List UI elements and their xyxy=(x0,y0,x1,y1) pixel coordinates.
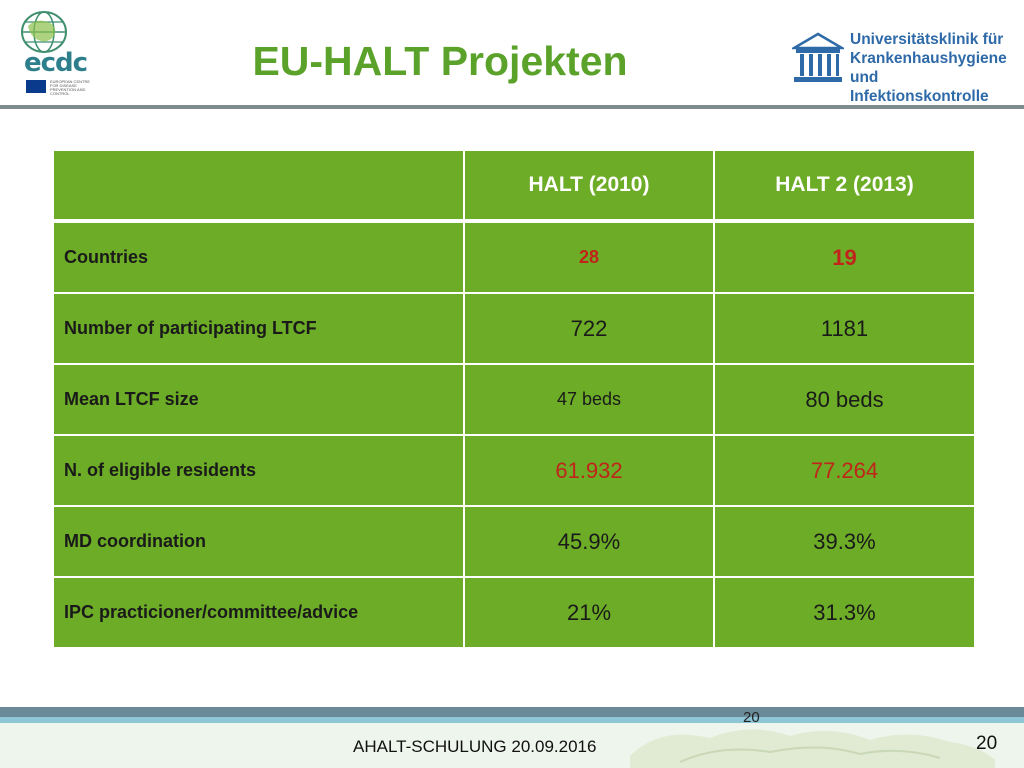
cell-halt-2010: 47 beds xyxy=(463,363,715,436)
university-name: Universitätsklinik für Krankenhaushygien… xyxy=(850,30,1012,106)
ecdc-wordmark: ecdc xyxy=(24,48,88,78)
header-cell-halt-2010: HALT (2010) xyxy=(463,149,715,223)
row-label: Countries xyxy=(52,220,465,294)
cell-halt-2010: 45.9% xyxy=(463,505,715,578)
university-name-line: Krankenhaushygiene xyxy=(850,50,1007,67)
table-row: N. of eligible residents 61.932 77.264 xyxy=(52,434,976,507)
building-columns-icon xyxy=(792,32,844,82)
page-number-small: 20 xyxy=(743,709,760,726)
cell-halt-2013: 1181 xyxy=(713,292,976,365)
cell-halt-2013: 31.3% xyxy=(713,576,976,649)
table-row: MD coordination 45.9% 39.3% xyxy=(52,505,976,578)
university-name-line: und Infektionskontrolle xyxy=(850,69,989,105)
row-label: MD coordination xyxy=(52,505,465,578)
cell-halt-2013: 77.264 xyxy=(713,434,976,507)
ecdc-logo: ecdc EUROPEAN CENTRE FOR DISEASE PREVENT… xyxy=(8,10,98,96)
cell-halt-2013: 19 xyxy=(713,220,976,294)
globe-icon xyxy=(21,11,67,53)
cell-halt-2010: 28 xyxy=(463,220,715,294)
cell-halt-2013: 39.3% xyxy=(713,505,976,578)
table-row: Number of participating LTCF 722 1181 xyxy=(52,292,976,365)
row-label: Number of participating LTCF xyxy=(52,292,465,365)
header-cell-empty xyxy=(52,149,465,223)
footer-text: AHALT-SCHULUNG 20.09.2016 xyxy=(353,737,597,756)
ecdc-tagline: EUROPEAN CENTRE FOR DISEASE PREVENTION A… xyxy=(50,79,91,96)
cell-halt-2010: 61.932 xyxy=(463,434,715,507)
table-row: IPC practicioner/committee/advice 21% 31… xyxy=(52,576,976,649)
header-divider xyxy=(0,105,1024,109)
table-row: Countries 28 19 xyxy=(52,220,976,294)
footer-band xyxy=(0,707,1024,717)
university-logo: Universitätsklinik für Krankenhaushygien… xyxy=(792,30,1012,105)
page-number: 20 xyxy=(976,733,998,754)
row-label: IPC practicioner/committee/advice xyxy=(52,576,465,649)
eu-flag-icon xyxy=(26,80,46,93)
table-row: Mean LTCF size 47 beds 80 beds xyxy=(52,363,976,436)
university-name-line: Universitätsklinik für xyxy=(850,31,1004,48)
map-watermark-icon xyxy=(630,729,995,768)
cell-halt-2013: 80 beds xyxy=(713,363,976,436)
table-header-row: HALT (2010) HALT 2 (2013) xyxy=(52,149,976,223)
header-cell-halt-2013: HALT 2 (2013) xyxy=(713,149,976,223)
page-title: EU-HALT Projekten xyxy=(252,38,628,84)
comparison-table: HALT (2010) HALT 2 (2013) Countries 28 1… xyxy=(52,149,976,649)
row-label: Mean LTCF size xyxy=(52,363,465,436)
cell-halt-2010: 21% xyxy=(463,576,715,649)
footer-band-accent xyxy=(0,717,1024,723)
row-label: N. of eligible residents xyxy=(52,434,465,507)
cell-halt-2010: 722 xyxy=(463,292,715,365)
